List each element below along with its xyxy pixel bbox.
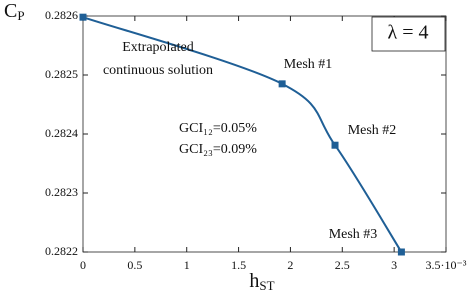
annotation: Mesh #1 (284, 57, 333, 72)
x-tick-label: 3.5·10⁻³ (426, 258, 467, 272)
legend-box (371, 16, 446, 52)
annotation: Extrapolated (122, 40, 194, 55)
annotation: continuous solution (103, 63, 213, 78)
legend-label: λ = 4 (388, 22, 429, 44)
x-axis-label: hST (249, 270, 274, 293)
y-tick-label: 0.2826 (45, 8, 78, 22)
y-label-sub: P (17, 8, 24, 23)
data-marker (278, 80, 286, 88)
series-line (82, 16, 403, 253)
y-label-main: C (4, 0, 17, 22)
annotation: GCI₁₂=0.05% (179, 121, 257, 136)
y-tick-label: 0.2823 (45, 185, 78, 199)
x-tick-label: 0.5 (127, 258, 142, 272)
data-marker (331, 141, 339, 149)
annotation: GCI₂₃=0.09% (179, 142, 257, 157)
annotation: Mesh #3 (329, 227, 378, 242)
data-marker (397, 248, 405, 256)
y-tick-label: 0.2822 (45, 244, 78, 258)
x-label-sub: ST (259, 278, 274, 293)
x-tick-label: 1 (184, 258, 190, 272)
data-marker (79, 13, 87, 21)
x-tick-label: 2.5 (335, 258, 350, 272)
y-tick-label: 0.2824 (45, 126, 78, 140)
x-tick-label: 0 (80, 258, 86, 272)
y-axis-label: CP (4, 0, 25, 23)
x-tick-label: 2 (287, 258, 293, 272)
y-tick-label: 0.2825 (45, 67, 78, 81)
annotation: Mesh #2 (348, 123, 397, 138)
x-tick-label: 3 (391, 258, 397, 272)
x-tick-label: 1.5 (231, 258, 246, 272)
x-label-main: h (249, 270, 259, 292)
